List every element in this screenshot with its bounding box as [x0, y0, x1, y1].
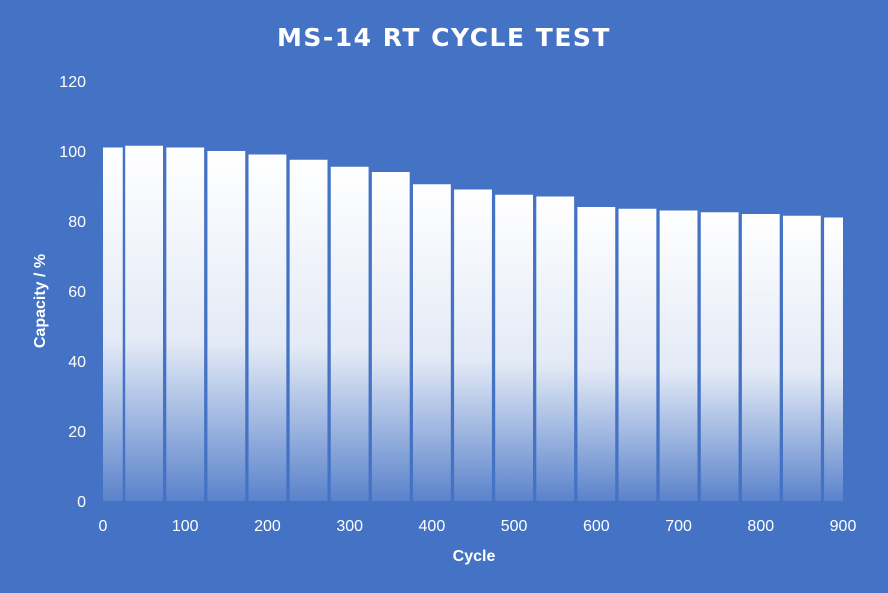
data-bar	[741, 214, 780, 501]
y-tick-labels: 0 20 40 60 80 100 120	[59, 74, 86, 511]
x-tick-label: 400	[419, 518, 446, 535]
data-bar	[495, 194, 534, 501]
data-bar	[289, 159, 328, 501]
data-bar	[125, 145, 164, 501]
x-tick-label: 300	[336, 518, 363, 535]
data-bar	[824, 217, 843, 501]
x-tick-label: 200	[254, 518, 281, 535]
data-bar	[207, 151, 246, 501]
x-tick-label: 600	[583, 518, 610, 535]
data-bar	[166, 147, 205, 501]
bars-group	[103, 145, 843, 501]
data-bar	[371, 172, 410, 501]
data-bar	[454, 189, 492, 501]
chart-title: MS-14 RT CYCLE TEST	[277, 23, 611, 52]
data-bar	[700, 212, 739, 501]
y-tick-label: 0	[77, 494, 86, 511]
x-tick-labels: 0 100 200 300 400 500 600 700 800 900	[99, 518, 857, 535]
data-bar	[248, 154, 287, 501]
y-tick-label: 100	[59, 144, 86, 161]
x-tick-label: 500	[501, 518, 528, 535]
x-tick-label: 900	[830, 518, 857, 535]
y-tick-label: 120	[59, 74, 86, 91]
y-tick-label: 40	[68, 354, 86, 371]
x-tick-label: 100	[172, 518, 199, 535]
x-axis-label: Cycle	[453, 548, 496, 565]
data-bar	[412, 184, 451, 501]
data-bar	[659, 210, 698, 501]
data-bar	[330, 166, 369, 501]
data-bar	[618, 208, 657, 501]
data-bar	[536, 196, 575, 501]
x-tick-label: 0	[99, 518, 108, 535]
x-tick-label: 700	[665, 518, 692, 535]
y-tick-label: 60	[68, 284, 86, 301]
y-tick-label: 80	[68, 214, 86, 231]
y-axis-label: Capacity / %	[32, 254, 49, 348]
y-tick-label: 20	[68, 424, 86, 441]
data-bar	[782, 215, 821, 501]
data-bar	[103, 147, 123, 501]
x-tick-label: 800	[747, 518, 774, 535]
data-bar	[577, 207, 616, 501]
